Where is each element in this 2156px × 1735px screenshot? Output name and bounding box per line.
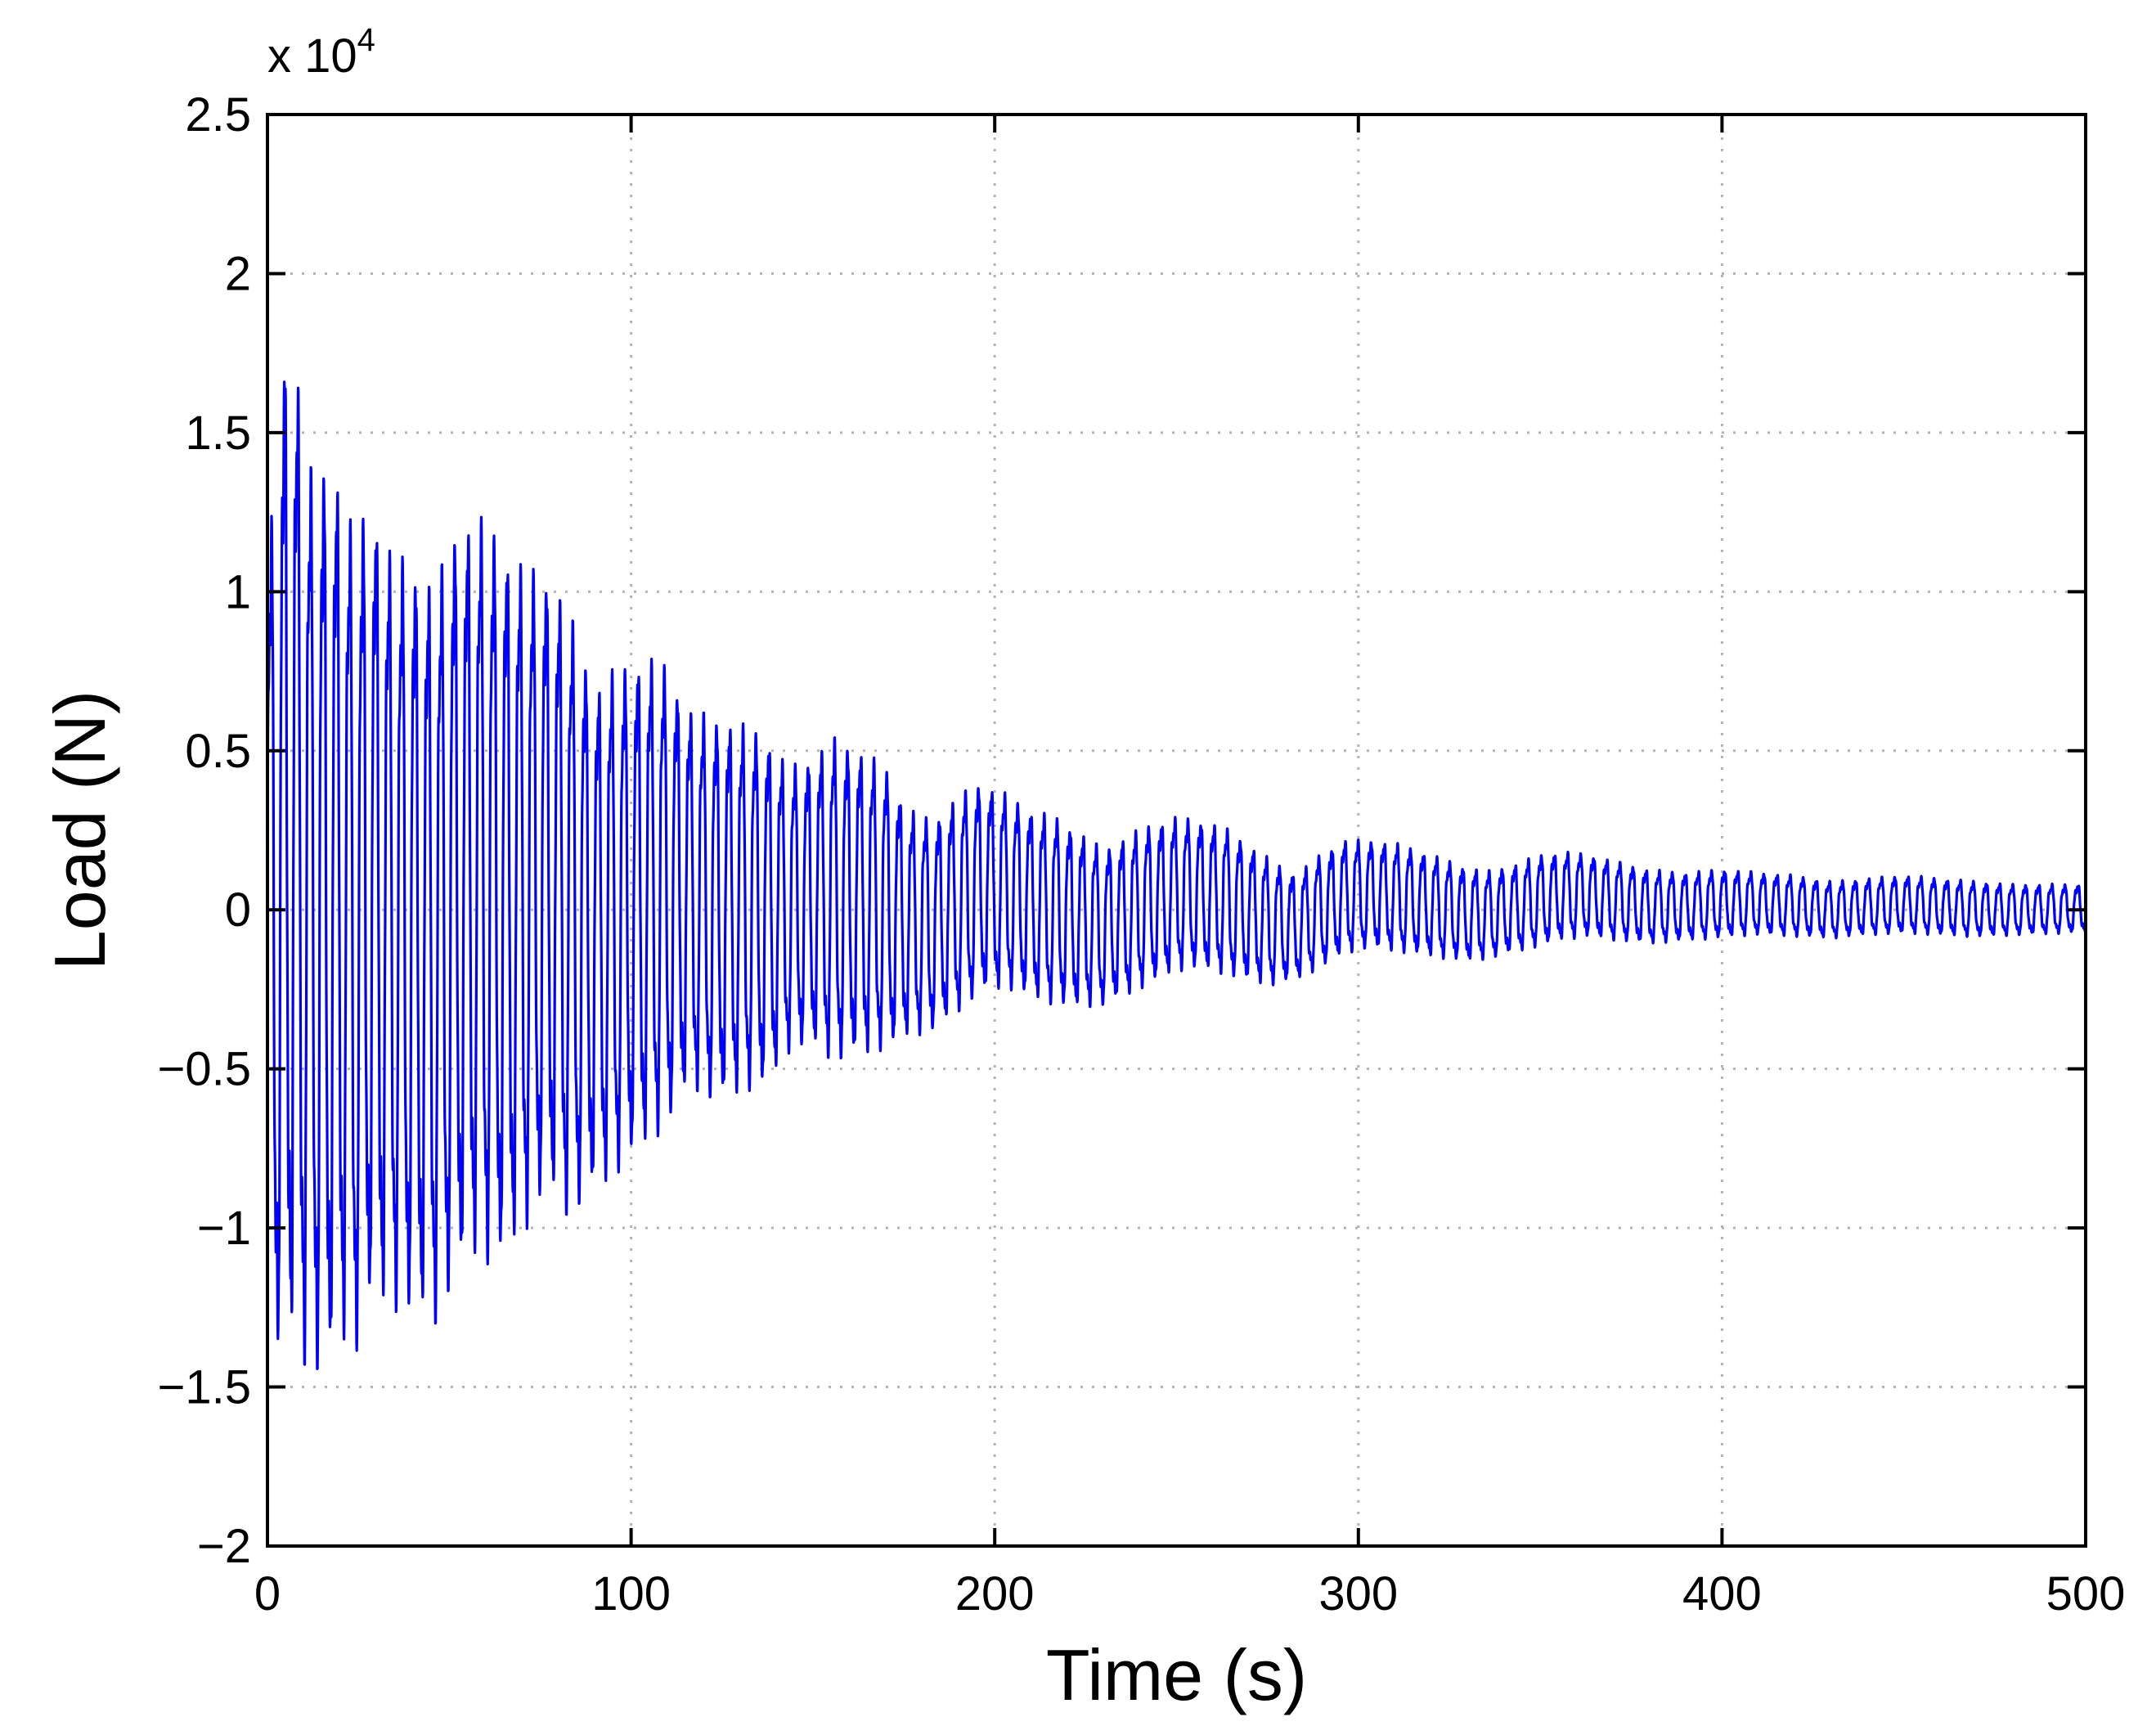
x-tick-label-4: 400 bbox=[1682, 1567, 1762, 1620]
y-tick-labels: −2 −1.5 −1 −0.5 0 0.5 1 1.5 2 2.5 bbox=[158, 88, 252, 1573]
x-tick-label-0: 0 bbox=[254, 1567, 281, 1620]
y-tick-label-6: 1 bbox=[225, 565, 251, 618]
x-tick-label-3: 300 bbox=[1318, 1567, 1398, 1620]
tick-marks bbox=[266, 113, 2087, 1548]
x-axis-title: Time (s) bbox=[1046, 1634, 1307, 1715]
x-tick-label-5: 500 bbox=[2046, 1567, 2126, 1620]
y-multiplier-label: x 104 bbox=[267, 22, 375, 83]
y-tick-label-1: −1.5 bbox=[158, 1361, 252, 1414]
y-multiplier-base: x 10 bbox=[267, 29, 357, 83]
series-line-0 bbox=[267, 380, 2086, 1370]
y-tick-label-2: −1 bbox=[197, 1202, 251, 1255]
y-axis-title: Load (N) bbox=[39, 690, 120, 970]
y-tick-label-9: 2.5 bbox=[185, 88, 251, 142]
y-tick-label-5: 0.5 bbox=[185, 725, 251, 778]
y-tick-label-8: 2 bbox=[225, 247, 251, 300]
plot-area bbox=[267, 380, 2086, 1370]
x-tick-label-1: 100 bbox=[591, 1567, 671, 1620]
grid-lines bbox=[267, 115, 2086, 1546]
x-tick-label-2: 200 bbox=[955, 1567, 1035, 1620]
axes-box bbox=[266, 113, 2087, 1548]
y-tick-label-0: −2 bbox=[197, 1520, 251, 1573]
y-tick-label-4: 0 bbox=[225, 883, 251, 937]
y-tick-label-3: −0.5 bbox=[158, 1043, 252, 1096]
x-tick-labels: 0 100 200 300 400 500 bbox=[254, 1567, 2126, 1620]
y-multiplier-exponent: 4 bbox=[357, 22, 375, 58]
y-tick-label-7: 1.5 bbox=[185, 407, 251, 460]
series-group bbox=[267, 380, 2086, 1370]
